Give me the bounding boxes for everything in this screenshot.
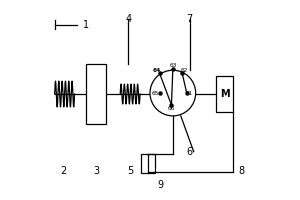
Text: 9: 9 xyxy=(158,180,164,190)
Text: 5: 5 xyxy=(127,166,133,176)
Text: 4: 4 xyxy=(125,14,131,24)
Text: 61: 61 xyxy=(186,91,193,96)
Circle shape xyxy=(150,70,196,116)
Bar xyxy=(215,76,233,112)
Text: 7: 7 xyxy=(187,14,193,24)
Text: 64: 64 xyxy=(152,68,161,73)
Text: 1: 1 xyxy=(82,20,88,30)
Bar xyxy=(141,154,155,173)
Text: 62: 62 xyxy=(181,68,188,73)
Text: 8: 8 xyxy=(238,166,244,176)
Bar xyxy=(86,64,106,124)
Text: 6: 6 xyxy=(187,147,193,157)
Text: 65: 65 xyxy=(152,91,159,96)
Text: 63: 63 xyxy=(169,63,176,68)
Text: 2: 2 xyxy=(61,166,67,176)
Text: M: M xyxy=(220,89,229,99)
Text: 66: 66 xyxy=(167,106,175,111)
Text: 3: 3 xyxy=(93,166,99,176)
